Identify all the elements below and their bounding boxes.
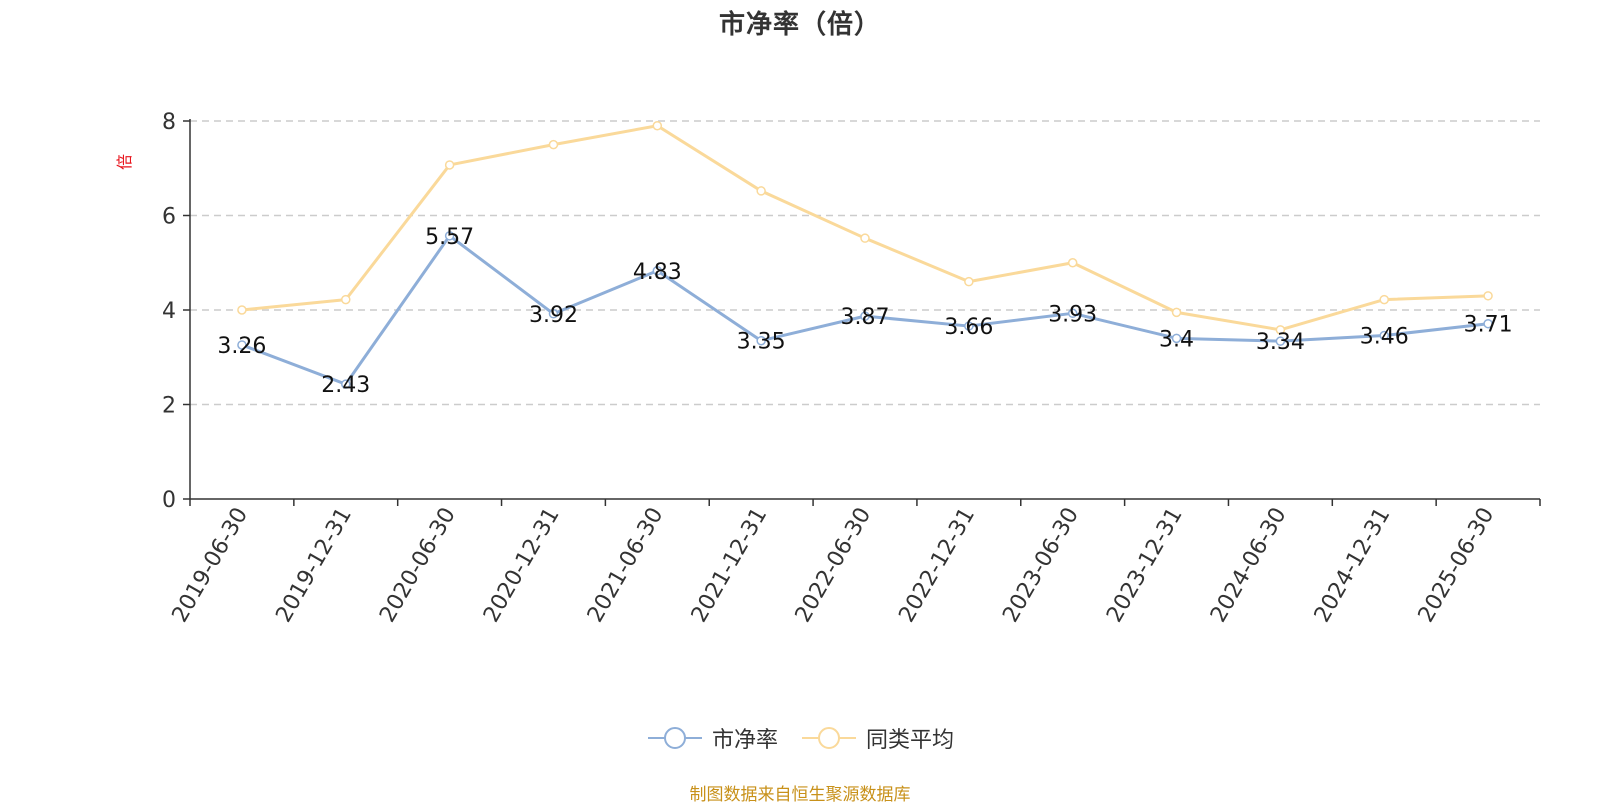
- x-tick-label: 2019-06-30: [168, 504, 254, 627]
- data-point-series-2: [652, 120, 663, 131]
- data-point-series-1: [964, 321, 974, 331]
- data-point-series-1: [1275, 336, 1286, 346]
- data-point-series-2: [444, 160, 455, 170]
- data-point-series-2: [341, 294, 351, 305]
- data-label: 3.87: [841, 305, 890, 330]
- data-point-series-2: [548, 139, 559, 150]
- data-point-series-2: [860, 233, 870, 243]
- y-tick-label: 2: [162, 394, 176, 419]
- legend-item-series-2[interactable]: 同类平均: [800, 722, 954, 754]
- data-point-series-1: [756, 335, 766, 346]
- y-tick-label: 8: [162, 110, 176, 135]
- legend-label-series-1: 市净率: [711, 728, 778, 753]
- data-point-series-1: [860, 311, 870, 321]
- data-label: 3.66: [944, 315, 993, 340]
- data-point-series-2: [1067, 258, 1078, 268]
- data-label: 5.57: [425, 225, 474, 250]
- data-point-series-2: [1379, 294, 1389, 305]
- data-label: 3.26: [217, 334, 266, 359]
- legend-label-series-2: 同类平均: [866, 728, 955, 753]
- data-label: 3.46: [1360, 325, 1409, 350]
- data-label: 2.43: [321, 373, 370, 398]
- y-axis-label: 倍: [115, 154, 134, 170]
- data-point-series-1: [444, 231, 455, 241]
- x-tick-label: 2021-06-30: [583, 504, 669, 627]
- data-label: 3.4: [1159, 327, 1194, 352]
- data-point-series-2: [964, 276, 974, 287]
- data-label: 3.93: [1048, 302, 1097, 327]
- x-tick-label: 2024-12-31: [1310, 504, 1396, 627]
- source-note: 制图数据来自恒生聚源数据库: [689, 785, 911, 805]
- x-tick-label: 2021-12-31: [687, 504, 773, 627]
- legend-line-circle-icon: [802, 727, 856, 749]
- y-tick-label: 6: [162, 205, 176, 230]
- data-point-series-1: [548, 309, 559, 319]
- data-point-series-2: [1275, 325, 1286, 335]
- chart-title: 市净率（倍）: [718, 10, 881, 40]
- data-point-series-1: [341, 379, 351, 389]
- y-tick-label: 4: [162, 299, 176, 324]
- x-tick-label: 2025-06-30: [1414, 504, 1500, 627]
- x-tick-label: 2020-12-31: [479, 504, 565, 627]
- data-point-series-1: [1067, 308, 1078, 319]
- data-label: 3.92: [529, 303, 578, 328]
- legend-line-circle-icon: [647, 727, 702, 749]
- data-label: 4.83: [633, 260, 682, 285]
- data-point-series-1: [237, 340, 247, 350]
- data-point-series-1: [652, 266, 663, 276]
- x-tick-label: 2020-06-30: [375, 503, 461, 626]
- data-point-series-1: [1379, 330, 1389, 341]
- data-label: 3.34: [1256, 330, 1305, 355]
- data-point-series-1: [1483, 318, 1493, 329]
- data-label: 3.71: [1464, 313, 1513, 338]
- legend-item-series-1[interactable]: 市净率: [646, 722, 778, 754]
- y-tick-label: 0: [162, 488, 176, 513]
- data-point-series-1: [1171, 333, 1182, 344]
- x-tick-label: 2019-12-31: [271, 504, 357, 627]
- x-tick-label: 2022-06-30: [791, 504, 877, 627]
- chart-legend: 市净率 同类平均: [0, 722, 1600, 754]
- data-label: 3.35: [737, 330, 786, 355]
- data-point-series-2: [756, 186, 766, 196]
- x-tick-label: 2023-06-30: [998, 504, 1084, 627]
- x-tick-label: 2022-12-31: [894, 504, 980, 627]
- x-tick-label: 2024-06-30: [1206, 504, 1292, 627]
- data-point-series-2: [237, 305, 247, 315]
- data-point-series-2: [1483, 291, 1493, 301]
- data-point-series-2: [1171, 307, 1182, 318]
- x-tick-label: 2023-12-31: [1102, 504, 1188, 627]
